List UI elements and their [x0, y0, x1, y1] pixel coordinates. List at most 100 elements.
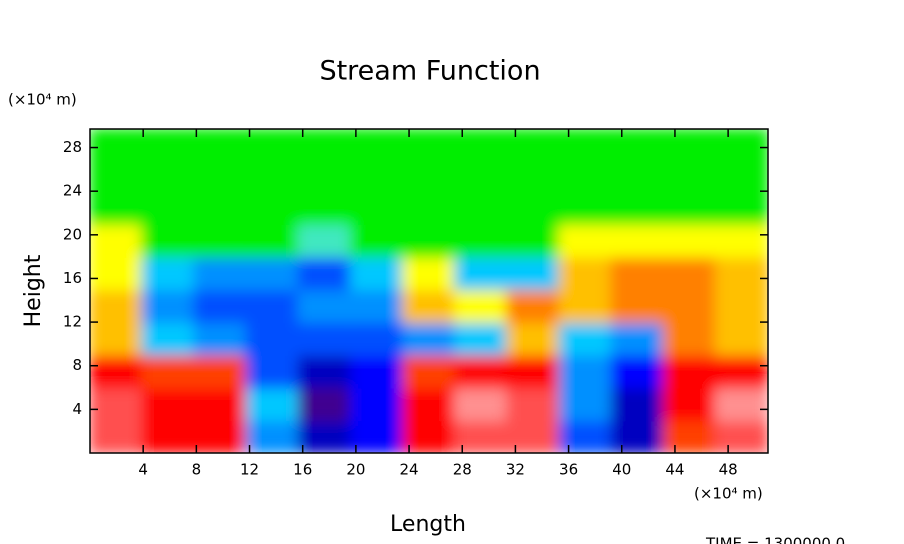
field-cell — [401, 222, 457, 258]
field-cell — [245, 353, 300, 389]
field-cell — [349, 386, 404, 422]
x-tick-label: 28 — [453, 461, 472, 479]
field-cell — [141, 419, 196, 453]
field-cell — [141, 288, 196, 324]
cells — [90, 129, 768, 453]
field-cell — [349, 190, 404, 225]
field-cell — [454, 288, 509, 324]
field-cell — [662, 129, 717, 160]
field-cell — [610, 321, 665, 356]
field-cell — [506, 190, 561, 225]
field-cell — [714, 321, 768, 356]
field-cell — [454, 129, 509, 160]
field-cell — [141, 321, 196, 356]
y-axis-label: Height — [21, 254, 46, 327]
field-cell — [610, 157, 665, 193]
y-tick-label: 4 — [72, 400, 82, 418]
field-cell — [349, 288, 404, 324]
field-cell — [401, 321, 457, 356]
field-cell — [349, 255, 404, 291]
field-cell — [558, 157, 613, 193]
field-cell — [662, 255, 717, 291]
contour-field — [90, 129, 768, 453]
field-cell — [454, 157, 509, 193]
field-cell — [506, 157, 561, 193]
field-cell — [90, 386, 144, 422]
field-cell — [141, 190, 196, 225]
x-tick-label: 24 — [400, 461, 419, 479]
field-cell — [297, 222, 352, 258]
field-cell — [349, 157, 404, 193]
field-cell — [662, 353, 717, 389]
field-cell — [401, 190, 457, 225]
field-cell — [714, 190, 768, 225]
y-tick-label: 12 — [63, 313, 82, 331]
field-cell — [297, 129, 352, 160]
field-cell — [506, 419, 561, 453]
y-tick-label: 8 — [72, 356, 82, 374]
field-cell — [297, 353, 352, 389]
field-cell — [193, 129, 248, 160]
time-label: TIME = 1300000.0 — [705, 535, 845, 544]
y-tick-label: 28 — [63, 138, 82, 156]
field-cell — [610, 129, 665, 160]
field-cell — [714, 129, 768, 160]
field-cell — [714, 288, 768, 324]
field-cell — [245, 190, 300, 225]
field-cell — [454, 386, 509, 422]
field-cell — [662, 157, 717, 193]
field-cell — [297, 288, 352, 324]
field-cell — [245, 222, 300, 258]
field-cell — [245, 288, 300, 324]
field-cell — [506, 353, 561, 389]
field-cell — [506, 255, 561, 291]
field-cell — [245, 255, 300, 291]
x-tick-label: 48 — [719, 461, 738, 479]
field-cell — [558, 353, 613, 389]
field-cell — [558, 255, 613, 291]
field-cell — [193, 255, 248, 291]
field-cell — [193, 321, 248, 356]
field-cell — [506, 222, 561, 258]
field-cell — [193, 190, 248, 225]
field-cell — [610, 222, 665, 258]
field-cell — [610, 288, 665, 324]
field-cell — [558, 321, 613, 356]
plot-frame — [89, 128, 769, 454]
field-cell — [349, 222, 404, 258]
field-cell — [610, 386, 665, 422]
y-unit: (×10⁴ m) — [8, 91, 77, 109]
chart-title: Stream Function — [319, 56, 540, 87]
field-cell — [610, 353, 665, 389]
field-cell — [401, 288, 457, 324]
field-cell — [141, 353, 196, 389]
field-cell — [714, 386, 768, 422]
field-cell — [401, 386, 457, 422]
field-cell — [401, 157, 457, 193]
field-cell — [454, 222, 509, 258]
field-cell — [662, 288, 717, 324]
field-cell — [401, 129, 457, 160]
field-cell — [401, 353, 457, 389]
field-cell — [90, 129, 144, 160]
field-cell — [297, 255, 352, 291]
field-cell — [349, 353, 404, 389]
field-cell — [297, 190, 352, 225]
field-cell — [297, 157, 352, 193]
x-tick-label: 4 — [138, 461, 148, 479]
field-cell — [610, 190, 665, 225]
field-cell — [610, 255, 665, 291]
field-cell — [558, 288, 613, 324]
y-tick-label: 20 — [63, 225, 82, 243]
field-cell — [297, 386, 352, 422]
field-cell — [558, 129, 613, 160]
field-cell — [714, 255, 768, 291]
field-cell — [662, 321, 717, 356]
field-cell — [90, 157, 144, 193]
field-cell — [141, 157, 196, 193]
field-cell — [714, 353, 768, 389]
field-cell — [141, 255, 196, 291]
x-tick-label: 12 — [240, 461, 259, 479]
x-tick-label: 40 — [612, 461, 631, 479]
